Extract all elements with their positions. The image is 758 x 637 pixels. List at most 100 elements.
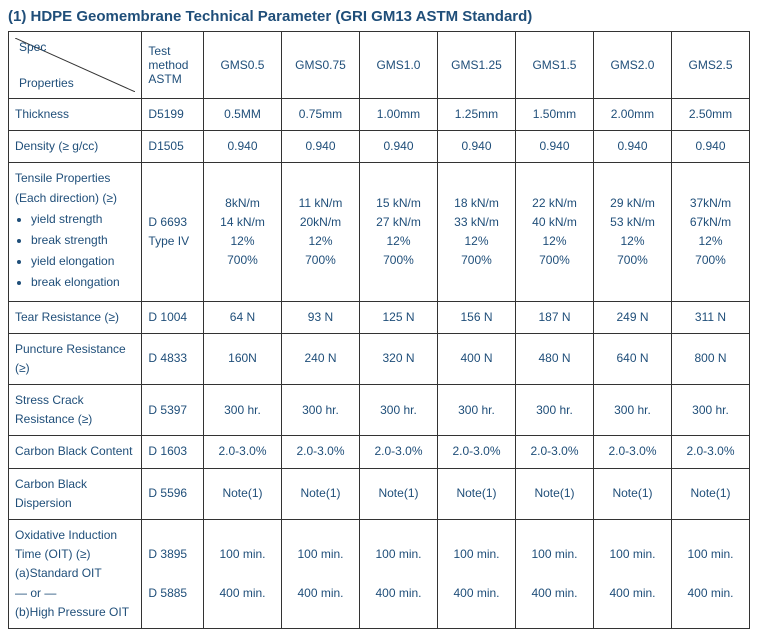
value-cell: 300 hr. bbox=[515, 385, 593, 436]
header-col-3: GMS1.25 bbox=[437, 32, 515, 99]
method-line bbox=[148, 564, 197, 583]
value-cell: 0.940 bbox=[515, 131, 593, 163]
value-line: 14 kN/m bbox=[210, 213, 275, 232]
method-cell: D1505 bbox=[142, 131, 204, 163]
value-cell: 249 N bbox=[593, 301, 671, 333]
header-col-6: GMS2.5 bbox=[671, 32, 749, 99]
value-cell: 15 kN/m27 kN/m12%700% bbox=[359, 163, 437, 301]
value-cell: 100 min. 400 min. bbox=[671, 520, 749, 629]
value-cell: Note(1) bbox=[593, 468, 671, 519]
value-line: 8kN/m bbox=[210, 194, 275, 213]
value-cell: 2.00mm bbox=[593, 99, 671, 131]
property-line: (Each direction) (≥) bbox=[15, 189, 135, 208]
value-cell: 187 N bbox=[515, 301, 593, 333]
value-line: 700% bbox=[600, 251, 665, 270]
property-line: Time (OIT) (≥) bbox=[15, 545, 135, 564]
value-cell: 0.940 bbox=[203, 131, 281, 163]
value-cell: 8kN/m14 kN/m12%700% bbox=[203, 163, 281, 301]
property-bullet: yield elongation bbox=[31, 252, 135, 271]
value-cell: 1.00mm bbox=[359, 99, 437, 131]
value-line: 700% bbox=[678, 251, 743, 270]
value-cell: 100 min. 400 min. bbox=[359, 520, 437, 629]
value-cell: 100 min. 400 min. bbox=[203, 520, 281, 629]
property-line: (b)High Pressure OIT bbox=[15, 603, 135, 622]
value-cell: 11 kN/m20kN/m12%700% bbox=[281, 163, 359, 301]
value-cell: 100 min. 400 min. bbox=[593, 520, 671, 629]
table-row: Tear Resistance (≥)D 100464 N93 N125 N15… bbox=[9, 301, 750, 333]
value-line bbox=[210, 564, 275, 583]
value-line: 100 min. bbox=[366, 545, 431, 564]
property-line: Tensile Properties bbox=[15, 169, 135, 188]
value-line: 12% bbox=[288, 232, 353, 251]
value-line: 100 min. bbox=[600, 545, 665, 564]
table-title: (1) HDPE Geomembrane Technical Parameter… bbox=[8, 8, 750, 25]
value-cell: Note(1) bbox=[203, 468, 281, 519]
method-cell: D 6693Type IV bbox=[142, 163, 204, 301]
value-cell: 311 N bbox=[671, 301, 749, 333]
value-cell: 1.25mm bbox=[437, 99, 515, 131]
method-line: D 5885 bbox=[148, 584, 197, 603]
table-row: ThicknessD51990.5MM0.75mm1.00mm1.25mm1.5… bbox=[9, 99, 750, 131]
value-line: 100 min. bbox=[444, 545, 509, 564]
value-line: 15 kN/m bbox=[366, 194, 431, 213]
header-spec-bottom: Properties bbox=[19, 76, 74, 90]
value-cell: 100 min. 400 min. bbox=[437, 520, 515, 629]
property-cell: Carbon Black Dispersion bbox=[9, 468, 142, 519]
property-bullets: yield strengthbreak strengthyield elonga… bbox=[15, 210, 135, 293]
property-bullet: yield strength bbox=[31, 210, 135, 229]
value-line: 400 min. bbox=[522, 584, 587, 603]
property-cell: Tensile Properties(Each direction) (≥) yi… bbox=[9, 163, 142, 301]
value-cell: 2.0-3.0% bbox=[671, 436, 749, 468]
table-row: Puncture Resistance (≥)D 4833160N240 N32… bbox=[9, 333, 750, 384]
value-line: 22 kN/m bbox=[522, 194, 587, 213]
value-cell: 22 kN/m40 kN/m12%700% bbox=[515, 163, 593, 301]
value-line: 400 min. bbox=[288, 584, 353, 603]
value-cell: 18 kN/m33 kN/m12%700% bbox=[437, 163, 515, 301]
value-cell: 1.50mm bbox=[515, 99, 593, 131]
value-line: 100 min. bbox=[288, 545, 353, 564]
value-cell: 300 hr. bbox=[203, 385, 281, 436]
value-line: 11 kN/m bbox=[288, 194, 353, 213]
value-cell: 125 N bbox=[359, 301, 437, 333]
value-cell: 2.0-3.0% bbox=[281, 436, 359, 468]
value-line: 100 min. bbox=[678, 545, 743, 564]
value-cell: 300 hr. bbox=[281, 385, 359, 436]
value-line: 400 min. bbox=[444, 584, 509, 603]
property-cell: Stress Crack Resistance (≥) bbox=[9, 385, 142, 436]
value-line bbox=[288, 564, 353, 583]
value-cell: 0.940 bbox=[437, 131, 515, 163]
value-cell: 480 N bbox=[515, 333, 593, 384]
value-line: 33 kN/m bbox=[444, 213, 509, 232]
value-line: 20kN/m bbox=[288, 213, 353, 232]
value-cell: 300 hr. bbox=[359, 385, 437, 436]
value-line: 700% bbox=[210, 251, 275, 270]
value-line: 37kN/m bbox=[678, 194, 743, 213]
value-cell: Note(1) bbox=[515, 468, 593, 519]
value-cell: 100 min. 400 min. bbox=[281, 520, 359, 629]
value-cell: 2.0-3.0% bbox=[437, 436, 515, 468]
value-line bbox=[366, 564, 431, 583]
value-cell: 0.940 bbox=[281, 131, 359, 163]
header-spec-top: Spec bbox=[19, 40, 46, 54]
value-cell: 93 N bbox=[281, 301, 359, 333]
value-line: 700% bbox=[366, 251, 431, 270]
value-line: 12% bbox=[366, 232, 431, 251]
value-cell: 0.5MM bbox=[203, 99, 281, 131]
value-cell: 64 N bbox=[203, 301, 281, 333]
header-col-5: GMS2.0 bbox=[593, 32, 671, 99]
value-cell: 156 N bbox=[437, 301, 515, 333]
value-line: 29 kN/m bbox=[600, 194, 665, 213]
value-line: 53 kN/m bbox=[600, 213, 665, 232]
value-line bbox=[522, 564, 587, 583]
table-body: ThicknessD51990.5MM0.75mm1.00mm1.25mm1.5… bbox=[9, 99, 750, 629]
method-line: D 6693 bbox=[148, 213, 197, 232]
value-cell: 100 min. 400 min. bbox=[515, 520, 593, 629]
property-cell: Thickness bbox=[9, 99, 142, 131]
method-line: Type IV bbox=[148, 232, 197, 251]
method-cell: D 3895 D 5885 bbox=[142, 520, 204, 629]
method-line: D 3895 bbox=[148, 545, 197, 564]
value-cell: 300 hr. bbox=[671, 385, 749, 436]
property-bullet: break elongation bbox=[31, 273, 135, 292]
value-line bbox=[600, 564, 665, 583]
method-cell: D 1004 bbox=[142, 301, 204, 333]
